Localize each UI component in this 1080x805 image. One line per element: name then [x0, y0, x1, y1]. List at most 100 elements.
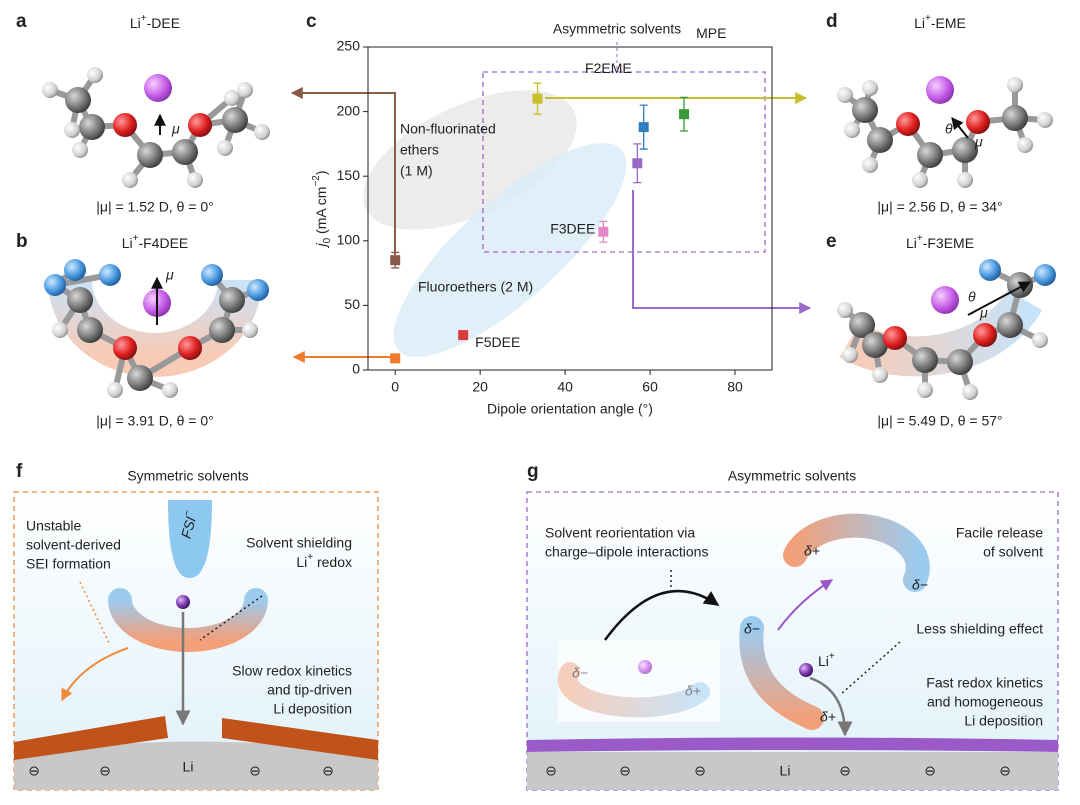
molecule-title: Li+-F4DEE	[122, 233, 189, 251]
delta-label: δ−	[912, 577, 928, 593]
plot-frame	[367, 46, 773, 371]
atom	[966, 110, 990, 134]
li-label: Li+	[818, 651, 835, 669]
theta-label: θ	[968, 289, 976, 305]
annotation: Fluoroethers (2 M)	[418, 279, 533, 295]
atom	[65, 87, 91, 113]
electron: ⊖	[999, 763, 1011, 779]
atom	[122, 172, 138, 188]
atom	[242, 322, 258, 338]
text-part: −	[182, 509, 194, 518]
atom	[42, 82, 58, 98]
arrow	[809, 676, 853, 737]
li-ion	[176, 595, 190, 609]
panel-letter: f	[16, 461, 23, 482]
atom	[952, 137, 978, 163]
label: Unstable	[26, 518, 81, 534]
atom	[912, 347, 938, 373]
atom	[113, 113, 137, 137]
text-part: −2	[311, 175, 322, 187]
y-tick-label: 100	[337, 232, 361, 248]
atom	[1037, 112, 1053, 128]
li-metal	[527, 752, 1058, 790]
label: and homogeneous	[927, 694, 1043, 710]
panel-title: Asymmetric solvents	[728, 468, 856, 484]
mu-label: μ	[974, 134, 983, 150]
atom	[973, 323, 997, 347]
delta-label: δ+	[685, 683, 701, 699]
label: Facile release	[956, 525, 1043, 541]
panel-letter: g	[527, 461, 539, 482]
atom	[1007, 77, 1023, 93]
text-part: +	[307, 552, 313, 563]
annotation: (1 M)	[400, 163, 433, 179]
panel-title: Symmetric solvents	[127, 468, 248, 484]
metal-label: Li	[183, 759, 194, 775]
dipole-value: |μ| = 3.91 D, θ = 0°	[96, 413, 213, 429]
panel-letter: d	[826, 11, 838, 32]
atom	[44, 274, 66, 296]
data-point	[390, 255, 401, 266]
data-point	[632, 158, 643, 169]
atom	[979, 259, 1001, 281]
delta-label: δ−	[744, 621, 760, 637]
molecules	[42, 67, 1056, 400]
molecule-title: Li+-DEE	[130, 13, 180, 31]
label: Solvent reorientation via	[545, 525, 695, 541]
atom	[217, 140, 233, 156]
atom	[172, 139, 198, 165]
arrow-to-e	[632, 190, 812, 314]
x-tick-label: 80	[727, 379, 743, 395]
atom	[188, 113, 212, 137]
atom	[957, 172, 973, 188]
atom	[77, 317, 103, 343]
atom	[187, 172, 203, 188]
text-part: FSI	[177, 515, 198, 540]
atom	[144, 74, 172, 102]
y-tick-label: 0	[352, 361, 360, 377]
electron: ⊖	[249, 763, 261, 779]
atom	[127, 365, 153, 391]
fsi-anion	[168, 500, 212, 579]
label: Li+ redox	[296, 552, 352, 570]
dipole-band	[48, 279, 262, 377]
panel-g	[526, 491, 1059, 791]
atom	[896, 112, 920, 136]
atom	[867, 127, 893, 153]
electron: ⊖	[694, 763, 706, 779]
atom	[247, 279, 269, 301]
dipole-arrow	[967, 281, 1032, 316]
electron: ⊖	[28, 763, 40, 779]
text-part: -DEE	[147, 15, 180, 31]
sei-layer	[14, 716, 168, 760]
label: Li deposition	[964, 713, 1043, 729]
li-ion	[799, 663, 813, 677]
fsi-label: FSI−	[176, 509, 200, 540]
atom	[849, 312, 875, 338]
atom	[64, 122, 80, 138]
atom	[72, 142, 88, 158]
label: charge–dipole interactions	[545, 544, 708, 560]
delta-label: δ+	[804, 543, 820, 559]
x-tick-label: 0	[391, 379, 399, 395]
arrow-to-a	[290, 87, 396, 255]
label: Slow redox kinetics	[232, 663, 352, 679]
atom	[931, 286, 959, 314]
atom	[837, 302, 853, 318]
label: Li deposition	[273, 701, 352, 717]
text-part: Li	[296, 554, 307, 570]
panel-letter: b	[16, 231, 28, 252]
data-point	[679, 109, 690, 120]
atom	[962, 384, 978, 400]
point-label: MPE	[696, 25, 726, 41]
atom	[201, 264, 223, 286]
text-part: -F4DEE	[138, 235, 188, 251]
electron: ⊖	[619, 763, 631, 779]
nonfluoro-region	[363, 90, 577, 230]
text-part: -EME	[931, 15, 966, 31]
atom	[52, 322, 68, 338]
electron: ⊖	[322, 763, 334, 779]
atom	[842, 347, 858, 363]
li-ion	[638, 660, 652, 674]
